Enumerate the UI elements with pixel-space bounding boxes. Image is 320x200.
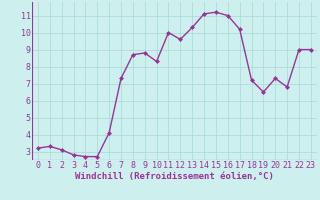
X-axis label: Windchill (Refroidissement éolien,°C): Windchill (Refroidissement éolien,°C) <box>75 172 274 181</box>
